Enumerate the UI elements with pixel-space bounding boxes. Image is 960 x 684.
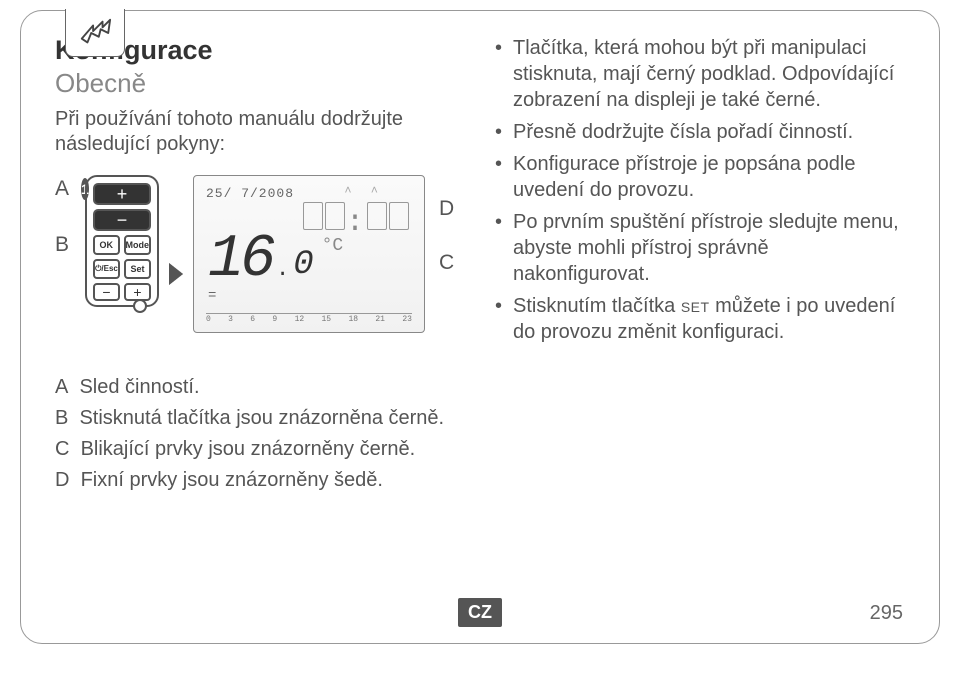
lcd-equals-icon: = <box>208 288 216 304</box>
lcd-tick: 12 <box>295 315 305 324</box>
ok-button: OK <box>93 235 120 255</box>
lcd-tick: 9 <box>272 315 277 324</box>
legend-d: D Fixní prvky jsou znázorněny šedě. <box>55 466 905 495</box>
lcd-screen: 25/ 7/2008 ˄ ˄ : 16 . 0 °C = 03691215182 <box>193 175 425 333</box>
minus-button: − <box>93 209 151 231</box>
small-plus-button: + <box>124 283 151 301</box>
lcd-tick: 23 <box>402 315 412 324</box>
left-column: Konfigurace Obecně Při používání tohoto … <box>55 35 485 351</box>
mode-button: Mode <box>124 235 152 255</box>
bullet-item: Stisknutím tlačítka set můžete i po uved… <box>495 293 905 345</box>
bullet-item: Tlačítka, která mohou být při manipulaci… <box>495 35 905 113</box>
page-number: 295 <box>870 602 903 625</box>
small-minus-button: − <box>93 283 120 301</box>
diagram: A 1 B + − OK Mode ⏻/Esc Set <box>55 175 485 333</box>
lcd-tick: 21 <box>375 315 385 324</box>
set-button: Set <box>124 259 151 279</box>
lcd-tick: 18 <box>348 315 358 324</box>
bullet-item: Konfigurace přístroje je popsána podle u… <box>495 151 905 203</box>
plus-button: + <box>93 183 151 205</box>
bullet-item: Přesně dodržujte čísla pořadí činností. <box>495 119 905 145</box>
right-column: Tlačítka, která mohou být při manipulaci… <box>495 35 905 351</box>
lcd-carets: ˄ ˄ <box>344 184 384 198</box>
bullet-item: Po prvním spuštění přístroje sledujte me… <box>495 209 905 287</box>
lcd-scale: 0 3 6 9 12 15 18 21 23 <box>206 313 412 324</box>
footer: CZ <box>21 598 939 627</box>
controller: + − OK Mode ⏻/Esc Set − + <box>85 175 159 307</box>
label-a: A 1 <box>55 177 77 201</box>
lcd-tick: 15 <box>322 315 332 324</box>
legend-b: B Stisknutá tlačítka jsou znázorněna čer… <box>55 404 905 433</box>
hand-icon <box>65 9 125 57</box>
label-b: B <box>55 233 77 257</box>
play-icon <box>171 265 183 283</box>
lcd-temperature: 16 . 0 °C <box>208 230 343 290</box>
legend: A Sled činností. B Stisknutá tlačítka js… <box>55 373 905 495</box>
manual-page: Konfigurace Obecně Při používání tohoto … <box>20 10 940 644</box>
legend-c: C Blikající prvky jsou znázorněny černě. <box>55 435 905 464</box>
lcd-tick: 0 <box>206 315 211 324</box>
intro-text: Při používání tohoto manuálu dodržujte n… <box>55 107 465 157</box>
lcd-tick: 3 <box>228 315 233 324</box>
label-c: C <box>439 251 454 275</box>
bullet-list: Tlačítka, která mohou být při manipulaci… <box>495 35 905 345</box>
esc-button: ⏻/Esc <box>93 259 120 279</box>
label-d: D <box>439 197 454 221</box>
page-subtitle: Obecně <box>55 68 485 99</box>
language-badge: CZ <box>458 598 502 627</box>
lcd-tick: 6 <box>250 315 255 324</box>
legend-a: A Sled činností. <box>55 373 905 402</box>
